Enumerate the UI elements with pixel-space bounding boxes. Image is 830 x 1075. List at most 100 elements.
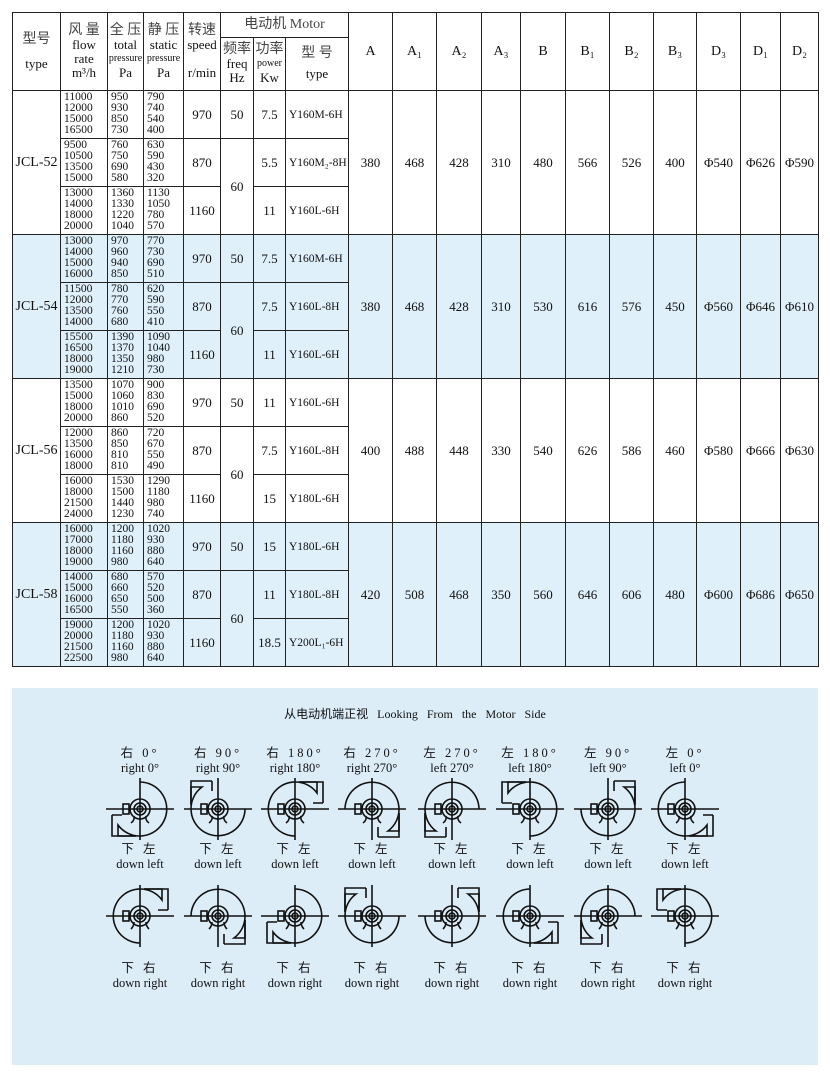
value: 490 (147, 460, 165, 472)
motor-type-cell: Y160M₂-8H (284, 138, 350, 187)
value: 11000 (64, 91, 93, 103)
table-row: JCL-58 16000 17000 18000 19000 1200 1180 1160 98… (12, 522, 820, 667)
value: 20000 (64, 630, 93, 642)
value: 16500 (64, 124, 93, 136)
table-row: 13000 14000 18000 20000 1360 1330 1220 1040 1130… (13, 186, 819, 235)
fan-housing-icon (184, 885, 252, 947)
dimension-cell: Φ560 (696, 234, 742, 379)
dimension-cell: 330 (481, 378, 522, 523)
flow-rate-cell: 11500 12000 13500 14000 (60, 282, 108, 331)
value: 20000 (64, 220, 93, 232)
value: 410 (147, 316, 165, 328)
col-type: 型号 type (12, 12, 61, 91)
header-label: 全 压 (109, 22, 142, 38)
value: 620 (147, 283, 165, 295)
dimension-cell: 428 (436, 234, 483, 379)
value: 1530 (111, 475, 134, 487)
value: 830 (147, 390, 165, 402)
total-pressure-cell: 860 850 810 810 (107, 426, 144, 475)
value: 950 (111, 91, 129, 103)
value: 740 (147, 508, 165, 520)
value: 770 (147, 235, 165, 247)
caption-cn: 下 右 (589, 961, 627, 975)
rotation-label-cn: 左 0° (665, 746, 705, 760)
power-cell: 5.5 (253, 138, 286, 187)
value: 430 (147, 161, 165, 173)
value: 16000 (64, 268, 93, 280)
value: 680 (111, 571, 129, 583)
motor-type-cell: Y160L-8H (284, 426, 350, 475)
dimension-cell: Φ610 (780, 234, 820, 379)
caption-en: down right (267, 976, 323, 990)
col-dim: D₁ (740, 12, 782, 91)
value: 1010 (111, 401, 134, 413)
value: 14000 (64, 316, 93, 328)
value: 510 (147, 268, 165, 280)
caption-en: down right (424, 976, 480, 990)
caption-en: down left (271, 857, 319, 871)
header-label: 频率 (223, 42, 251, 57)
caption-cn: 下 右 (511, 961, 549, 975)
value: 16000 (64, 523, 93, 535)
value: 1130 (147, 187, 170, 199)
value: 860 (111, 412, 129, 424)
rotation-option: 右 90° right 90° 下 左 down left (179, 746, 257, 872)
col-dim: D₂ (780, 12, 820, 91)
value: 1040 (111, 220, 134, 232)
value: 720 (147, 427, 165, 439)
fan-housing-icon (496, 778, 564, 840)
freq-cell: 60 (220, 426, 254, 523)
rotation-option: 右 270° right 270° 下 左 down left (333, 746, 411, 872)
model-name: JCL-54 (12, 234, 61, 379)
freq-cell: 60 (220, 282, 254, 379)
value: 1160 (111, 545, 134, 557)
speed-cell: 970 (183, 90, 221, 139)
header-label: pressure (146, 52, 181, 64)
header-label: 转速 (188, 22, 216, 38)
value: 1330 (111, 198, 134, 210)
value: 15500 (64, 331, 93, 343)
caption-cn: 下 右 (121, 961, 159, 975)
value: 19000 (64, 619, 93, 631)
header-label: 型号 (22, 31, 51, 47)
caption-en: down right (580, 976, 636, 990)
caption-cn: 下 右 (433, 961, 471, 975)
value: 16500 (64, 604, 93, 616)
motor-type-cell: Y160L-6H (284, 186, 350, 235)
value: 1360 (111, 187, 134, 199)
flow-rate-cell: 13000 14000 18000 20000 (60, 186, 108, 235)
header-label: Kw (260, 70, 279, 85)
header-label: Pa (157, 64, 170, 80)
flow-rate-cell: 12000 13500 16000 18000 (60, 426, 108, 475)
static-pressure-cell: 1290 1180 980 740 (143, 474, 184, 523)
power-cell: 7.5 (253, 234, 286, 283)
dimension-cell: Φ626 (740, 90, 782, 235)
motor-type-cell: Y160L-8H (284, 282, 350, 331)
value: 15000 (64, 390, 93, 402)
fan-housing-icon (184, 778, 252, 840)
rotation-label-cn: 右 270° (343, 746, 401, 760)
table-row: 15500 16500 18000 19000 1390 1370 1350 1210 1090… (13, 330, 819, 379)
dimension-cell: 480 (653, 522, 698, 667)
value: 980 (147, 497, 165, 509)
value: 930 (147, 630, 165, 642)
static-pressure-cell: 630 590 430 320 (143, 138, 184, 187)
value: 500 (147, 593, 165, 605)
value: 10500 (64, 150, 93, 162)
value: 640 (147, 556, 165, 568)
header-label: speed (187, 36, 217, 52)
fan-housing-icon (418, 885, 486, 947)
value: 1350 (111, 353, 134, 365)
rotation-option-down-right: 下 右 down right (333, 883, 411, 991)
fan-housing-icon (418, 778, 486, 840)
value: 650 (111, 593, 129, 605)
value: 20000 (64, 412, 93, 424)
value: 18000 (64, 460, 93, 472)
fan-housing-icon (651, 778, 719, 840)
rotation-label-en: right 90° (195, 761, 241, 775)
total-pressure-cell: 680 660 650 550 (107, 570, 144, 619)
fan-housing-icon (261, 885, 329, 947)
flow-rate-cell: 13500 15000 18000 20000 (60, 378, 108, 427)
caption-en: down right (502, 976, 558, 990)
rotation-option: 左 90° left 90° 下 左 down left (569, 746, 647, 872)
